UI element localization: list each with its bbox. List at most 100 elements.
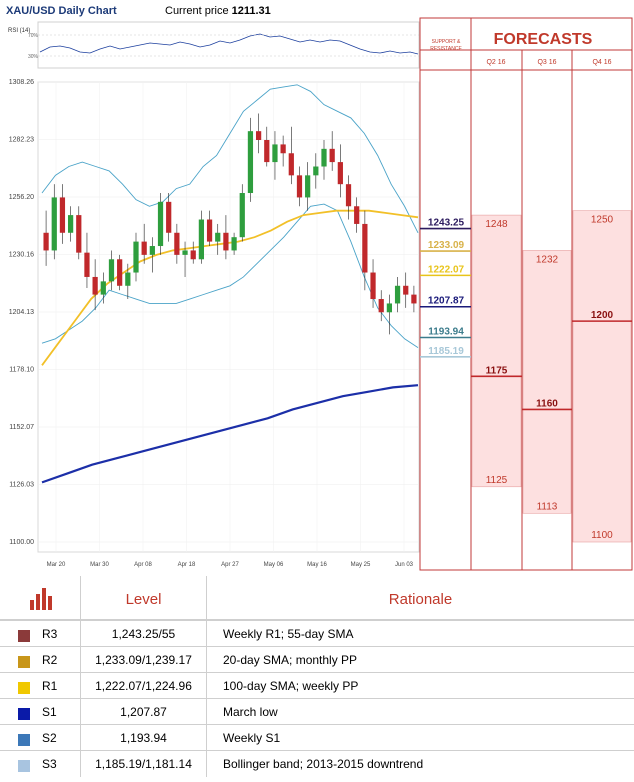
forecast-range <box>572 210 632 543</box>
candle-body <box>370 272 376 300</box>
candle-body <box>59 197 66 233</box>
candle-body <box>198 219 205 260</box>
forecast-high-label: 1232 <box>536 254 559 265</box>
candle-body <box>280 144 286 154</box>
price-value: 1211.31 <box>231 5 271 17</box>
forecast-low-label: 1125 <box>486 475 508 486</box>
level-code: R2 <box>42 653 58 667</box>
candle-body <box>394 285 401 304</box>
level-color-swatch <box>18 656 30 668</box>
candle-body <box>378 299 384 313</box>
current-price: Current price 1211.31 <box>165 5 271 17</box>
level-color-swatch <box>18 682 30 694</box>
candle-body <box>247 131 254 194</box>
y-tick-label: 1178.10 <box>9 366 34 373</box>
candle-body <box>182 250 188 255</box>
sr-label: 1222.07 <box>428 264 465 275</box>
level-rationale: Bollinger band; 2013-2015 downtrend <box>206 751 634 777</box>
candle-body <box>215 232 221 242</box>
level-color-swatch <box>18 630 30 642</box>
level-rationale: 20-day SMA; monthly PP <box>206 647 634 673</box>
candle-body <box>345 184 352 207</box>
forecast-low-label: 1113 <box>537 501 558 512</box>
x-tick-label: Apr 08 <box>134 562 152 568</box>
table-row: S2 1,193.94 Weekly S1 <box>0 724 634 751</box>
level-value: 1,193.94 <box>80 725 206 751</box>
candle-body <box>231 237 237 251</box>
level-code: S2 <box>42 731 57 745</box>
forecast-title: FORECASTS <box>494 31 593 48</box>
forecast-col-q3: Q3 16 <box>537 59 556 66</box>
chart-svg: RSI (14) 70% 30% 1308.26 1282.23 1256.20 12… <box>8 17 633 571</box>
candle-body <box>51 197 57 251</box>
x-tick-label: May 16 <box>307 562 327 568</box>
candle-body <box>296 175 303 198</box>
candle-body <box>141 241 147 255</box>
forecast-mid-label: 1160 <box>536 398 558 409</box>
candle-body <box>313 166 319 176</box>
table-header: Level Rationale <box>0 576 634 620</box>
sr-label: 1207.87 <box>428 296 465 307</box>
x-tick-label: May 25 <box>351 562 371 568</box>
candle-body <box>100 281 106 295</box>
y-tick-label: 1256.20 <box>9 194 34 201</box>
candle-body <box>117 259 123 286</box>
table-row: R1 1,222.07/1,224.96 100-day SMA; weekly P… <box>0 672 634 699</box>
candle-body <box>76 215 82 253</box>
y-tick-label: 1230.16 <box>9 252 34 259</box>
y-tick-label: 1204.13 <box>9 309 34 316</box>
header-rationale: Rationale <box>206 576 634 620</box>
level-value: 1,222.07/1,224.96 <box>80 673 206 699</box>
forecast-mid-label: 1175 <box>486 365 508 376</box>
candle-body <box>337 162 343 185</box>
sr-label: 1193.94 <box>428 327 464 338</box>
level-value: 1,185.19/1,181.14 <box>80 751 206 777</box>
table-row: S1 1,207.87 March low <box>0 698 634 725</box>
sma100-line <box>41 384 419 484</box>
candle-body <box>206 219 213 242</box>
y-tick-label: 1152.07 <box>9 424 34 431</box>
sr-label-2: RESISTANCE <box>430 46 462 52</box>
candle-body <box>362 223 368 273</box>
rsi-panel <box>37 21 420 69</box>
table-row: R2 1,233.09/1,239.17 20-day SMA; monthly P… <box>0 646 634 673</box>
x-tick-label: Apr 18 <box>178 562 196 568</box>
bollinger-lower-line <box>41 203 419 349</box>
forecast-col-q4: Q4 16 <box>592 59 611 66</box>
candle-body <box>166 201 172 233</box>
candle-body <box>288 153 294 176</box>
candle-body <box>329 148 335 163</box>
candle-body <box>264 140 270 163</box>
forecast-range <box>471 214 522 488</box>
level-color-swatch <box>18 760 30 772</box>
y-tick-label: 1308.26 <box>9 79 34 86</box>
x-tick-label: May 06 <box>264 562 284 568</box>
candle-body <box>190 250 196 260</box>
level-rationale: Weekly R1; 55-day SMA <box>206 621 634 647</box>
candle-body <box>239 193 245 238</box>
candle-body <box>223 232 229 251</box>
level-value: 1,243.25/55 <box>80 621 206 647</box>
candle-body <box>149 246 155 255</box>
x-tick-label: Mar 20 <box>47 562 66 568</box>
level-code: S3 <box>42 757 57 771</box>
candle-body <box>92 276 98 295</box>
level-color-swatch <box>18 734 30 746</box>
table-row: R3 1,243.25/55 Weekly R1; 55-day SMA <box>0 620 634 647</box>
rsi-tick-top: 70% <box>28 33 39 39</box>
y-tick-label: 1126.03 <box>9 482 34 489</box>
x-tick-label: Jun 03 <box>395 562 414 568</box>
header-level: Level <box>80 576 206 620</box>
sr-label-1: SUPPORT & <box>432 39 461 45</box>
forecast-low-label: 1100 <box>591 530 613 541</box>
candle-body <box>321 148 327 167</box>
x-tick-label: Apr 27 <box>221 562 239 568</box>
level-code: S1 <box>42 705 57 719</box>
level-rationale: 100-day SMA; weekly PP <box>206 673 634 699</box>
candle-body <box>354 206 360 224</box>
candle-body <box>67 215 74 233</box>
rsi-label: RSI (14) <box>8 28 30 34</box>
candle-body <box>174 232 180 255</box>
candle-body <box>255 131 262 141</box>
candle-body <box>305 175 311 198</box>
